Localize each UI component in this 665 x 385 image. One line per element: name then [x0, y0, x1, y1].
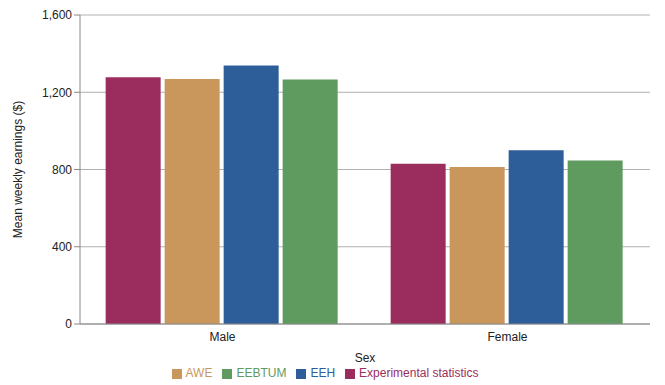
svg-text:1,600: 1,600	[42, 8, 72, 22]
svg-text:Sex: Sex	[355, 351, 376, 365]
html-text:EEBTUM: EEBTUM	[236, 366, 287, 380]
svg-text:Male: Male	[209, 330, 235, 344]
svg-text:1,200: 1,200	[42, 86, 72, 100]
svg-text:Mean weekly earnings ($): Mean weekly earnings ($)	[11, 101, 25, 238]
html-text:AWE: AWE	[185, 366, 213, 380]
html-text:EEH: EEH	[310, 366, 336, 380]
svg-text:800: 800	[52, 163, 72, 177]
svg-text:0: 0	[65, 317, 72, 331]
svg-text:400: 400	[52, 240, 72, 254]
html-text:Experimental statistics: Experimental statistics	[359, 366, 479, 380]
svg-text:Female: Female	[487, 330, 527, 344]
